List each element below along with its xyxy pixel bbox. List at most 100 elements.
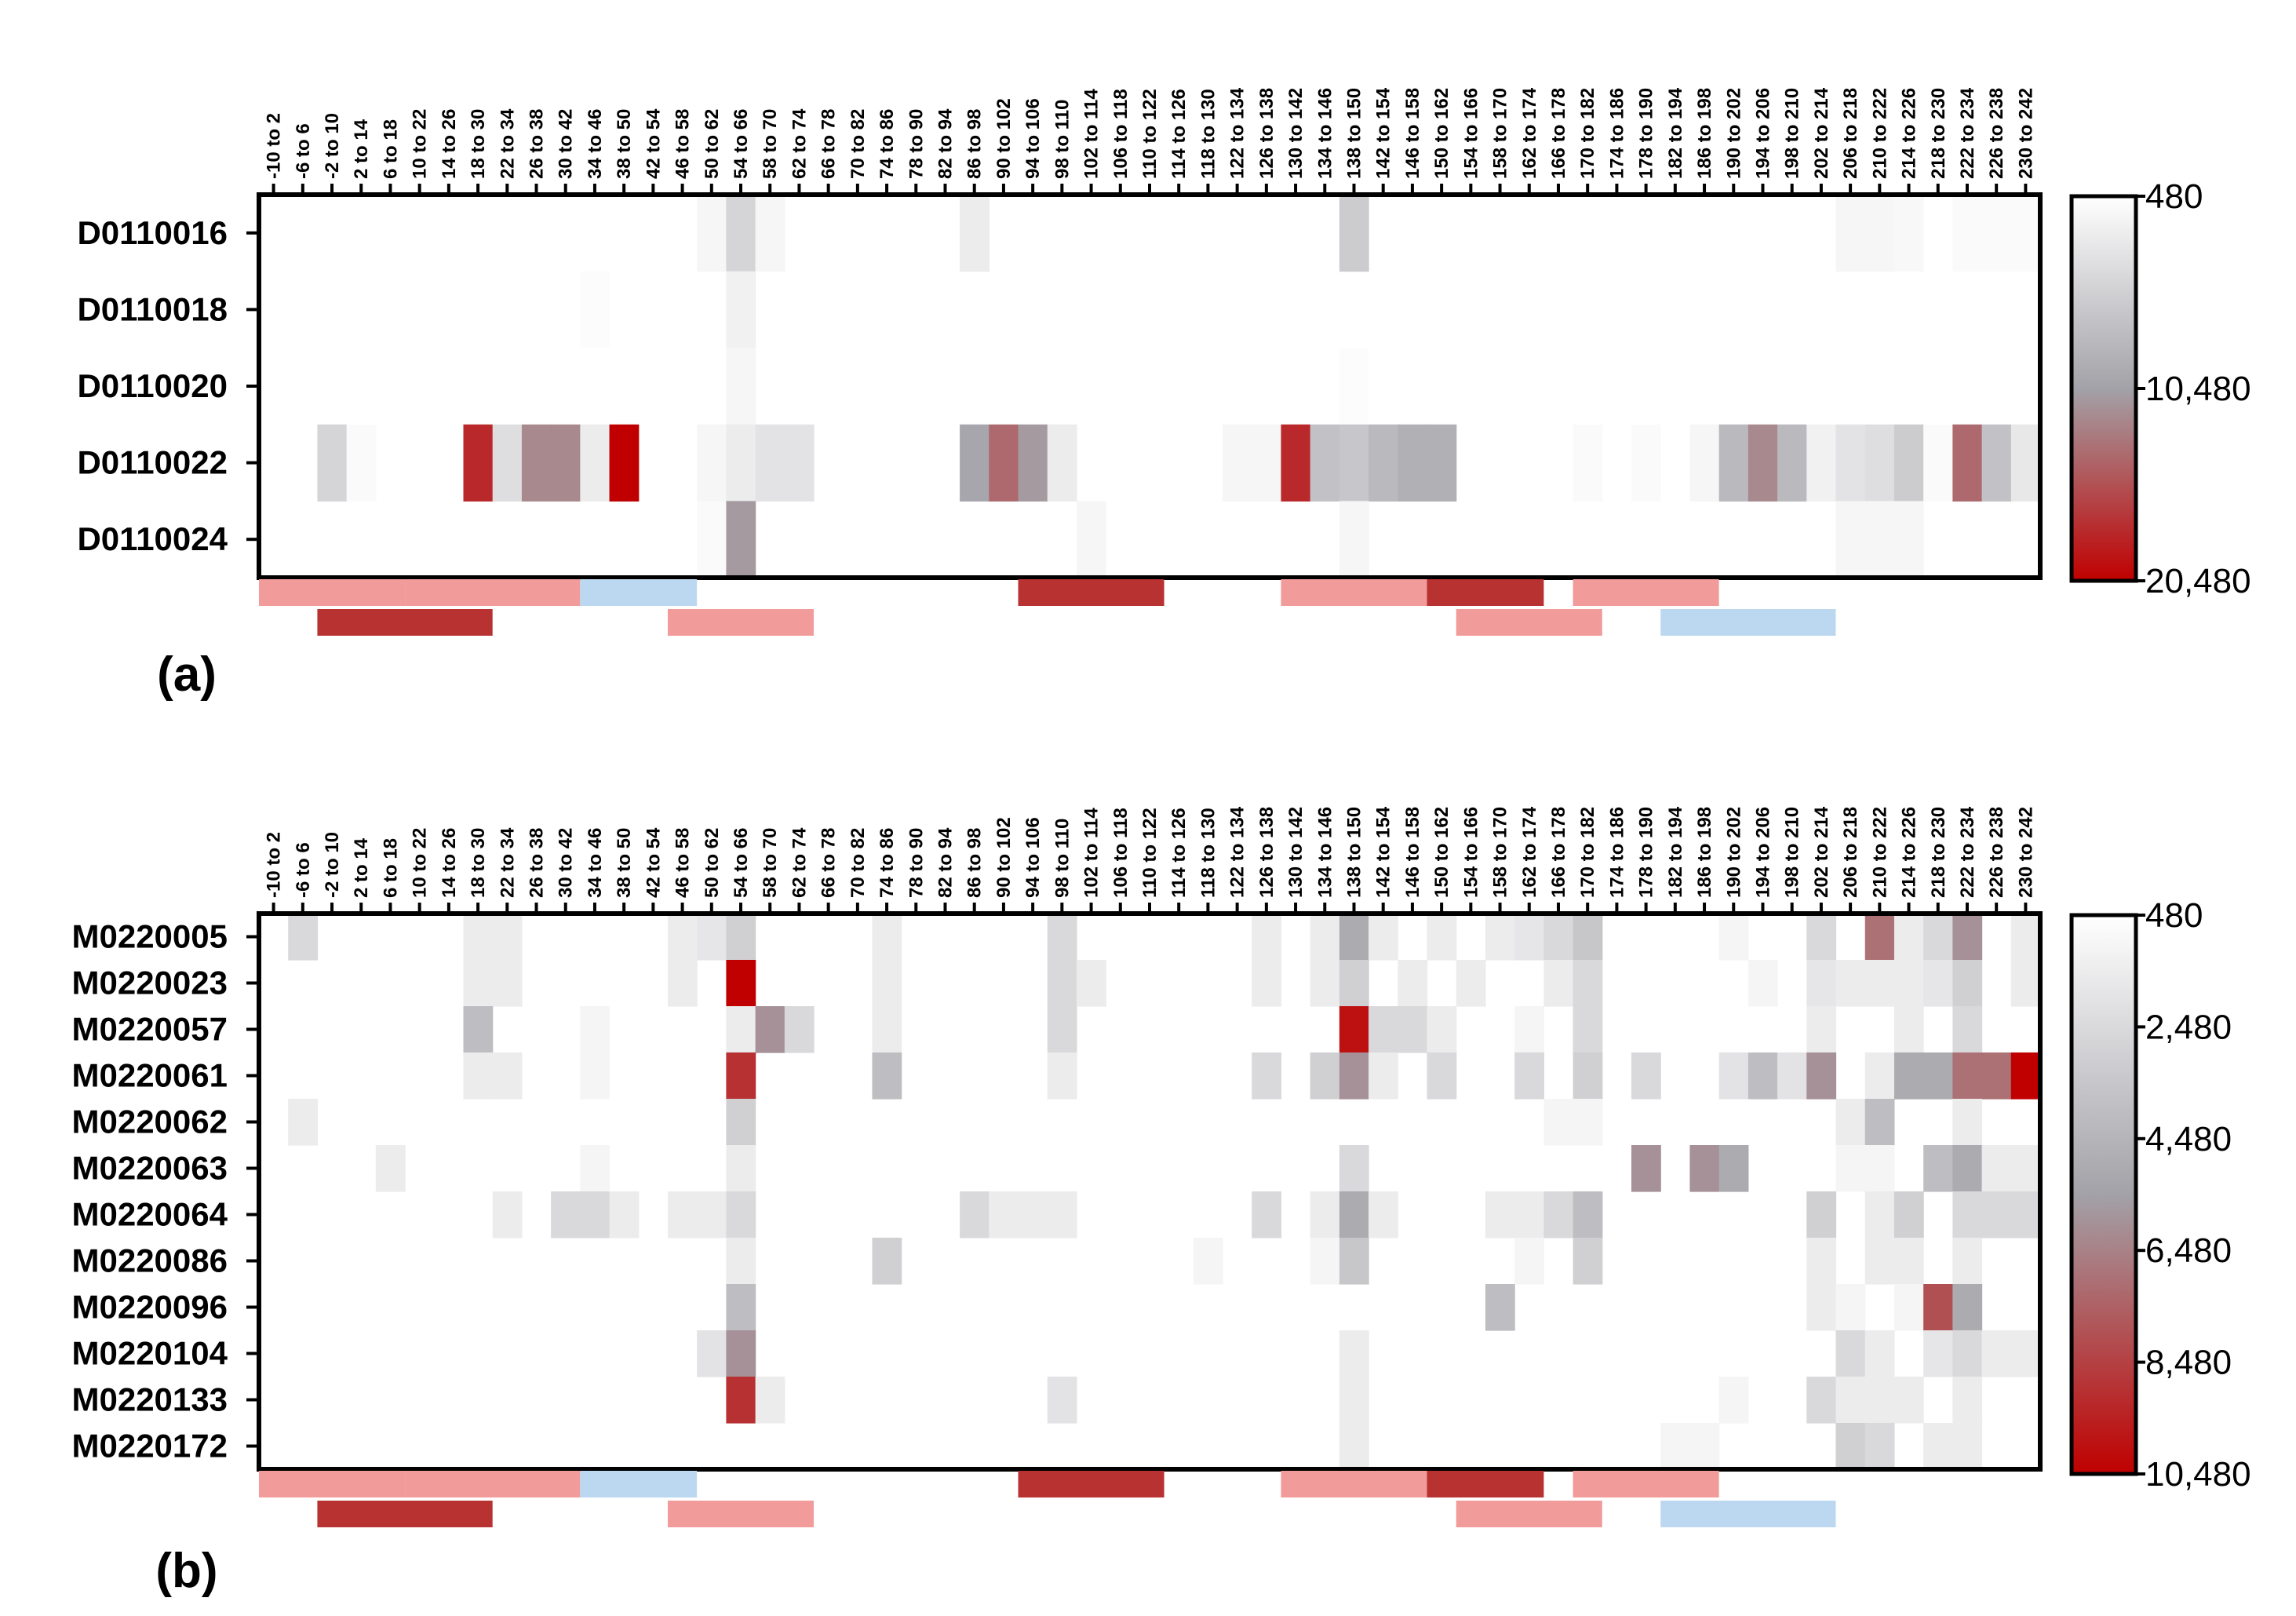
heatmap-cell: [726, 1238, 756, 1285]
heatmap-cell: [1339, 1377, 1369, 1424]
column-label: -6 to 6: [293, 123, 314, 179]
sequence-bar: [1018, 1471, 1164, 1497]
column-label: 110 to 122: [1139, 808, 1161, 898]
column-label: 166 to 178: [1548, 807, 1569, 898]
heatmap-cell: [1893, 1238, 1924, 1285]
heatmap-cell: [1339, 1006, 1369, 1053]
heatmap-cell: [726, 1052, 756, 1100]
column-label: 174 to 186: [1606, 88, 1627, 179]
column-label: 122 to 134: [1227, 87, 1248, 179]
heatmap-cell: [1310, 914, 1340, 961]
heatmap-cell: [1864, 1145, 1895, 1192]
heatmap-cell: [1689, 1423, 1720, 1470]
heatmap-cell: [1952, 1145, 1983, 1192]
column-label: 86 to 98: [964, 828, 986, 898]
heatmap-cell: [1952, 195, 1983, 272]
heatmap-cell: [1427, 914, 1457, 961]
heatmap-cell: [1631, 1052, 1661, 1100]
heatmap-cell: [1864, 1423, 1895, 1470]
column-label: 82 to 94: [935, 827, 957, 898]
column-label: -6 to 6: [293, 842, 314, 898]
heatmap-cell: [1806, 1284, 1837, 1331]
heatmap-cell: [1427, 1006, 1457, 1053]
sequence-bar: [1281, 1471, 1427, 1497]
heatmap-cell: [1047, 1191, 1077, 1238]
heatmap-cell: [1514, 1191, 1544, 1238]
heatmap-cell: [1923, 1145, 1953, 1192]
row-label: M0220064: [72, 1196, 228, 1233]
scale-tick-label: 20,480: [2145, 562, 2251, 600]
column-label: 6 to 18: [380, 838, 401, 898]
heatmap-cell: [1806, 1052, 1837, 1100]
scale-tick-label: 10,480: [2145, 1455, 2251, 1494]
heatmap-cell: [1893, 1052, 1924, 1100]
heatmap-cell: [1981, 1052, 2012, 1100]
column-label: 106 to 118: [1110, 89, 1132, 179]
heatmap-cell: [1047, 914, 1077, 961]
heatmap-cell: [1835, 1284, 1866, 1331]
heatmap-cell: [1864, 914, 1895, 961]
heatmap-cell: [1864, 1377, 1895, 1424]
column-label: 34 to 46: [585, 109, 606, 179]
heatmap-cell: [2010, 960, 2041, 1007]
heatmap-cell: [1952, 1423, 1983, 1470]
heatmap-cell: [1543, 960, 1574, 1007]
heatmap-cell: [1835, 1099, 1866, 1146]
column-label: 38 to 50: [614, 828, 635, 898]
heatmap-cell: [726, 501, 756, 578]
row-label: M0220005: [72, 918, 228, 955]
heatmap-cell: [1952, 1191, 1983, 1238]
column-label: 6 to 18: [380, 119, 401, 179]
column-label: 170 to 182: [1577, 88, 1598, 179]
column-label: 10 to 22: [410, 109, 431, 179]
column-label: 222 to 234: [1957, 87, 1978, 179]
column-label: 150 to 162: [1431, 807, 1452, 898]
column-label: 30 to 42: [556, 828, 577, 898]
heatmap-cell: [726, 195, 756, 272]
heatmap-cell: [1718, 914, 1749, 961]
heatmap-cell: [726, 1006, 756, 1053]
heatmap-cell: [1952, 1284, 1983, 1331]
heatmap-cell: [288, 914, 319, 961]
scale-tick-label: 6,480: [2145, 1231, 2232, 1270]
heatmap-cell: [755, 1377, 785, 1424]
heatmap-cell: [288, 1099, 319, 1146]
heatmap-cell: [580, 424, 610, 502]
heatmap-cell: [492, 424, 523, 502]
column-label: 218 to 230: [1928, 807, 1949, 898]
sequence-bar: [667, 1501, 815, 1527]
heatmap-cell: [1047, 1006, 1077, 1053]
sequence-bar: [1281, 579, 1427, 606]
sequence-bar: [1660, 609, 1836, 636]
column-label: 182 to 194: [1665, 87, 1686, 179]
heatmap-cell: [580, 1145, 610, 1192]
heatmap-cell: [872, 1052, 902, 1100]
column-label: 118 to 130: [1197, 808, 1219, 898]
column-label: 114 to 126: [1168, 808, 1190, 898]
heatmap-cell: [1631, 1145, 1661, 1192]
column-label: 142 to 154: [1373, 87, 1394, 179]
heatmap-cell: [1835, 1423, 1866, 1470]
heatmap-cell: [726, 1284, 756, 1331]
heatmap-cell: [1864, 424, 1895, 502]
heatmap-cell: [1076, 501, 1106, 578]
heatmap-cell: [1893, 1284, 1924, 1331]
column-label: 166 to 178: [1548, 88, 1569, 179]
heatmap-cell: [1076, 960, 1106, 1007]
row-label: M0220062: [72, 1103, 228, 1140]
heatmap-cell: [1718, 1052, 1749, 1100]
heatmap-cell: [1310, 1238, 1340, 1285]
heatmap-cell: [1893, 501, 1924, 578]
heatmap-cell: [1047, 1377, 1077, 1424]
column-label: 58 to 70: [760, 109, 781, 179]
column-label: 94 to 106: [1022, 817, 1044, 898]
column-label: 138 to 150: [1343, 807, 1365, 898]
column-label: 198 to 210: [1782, 807, 1803, 898]
column-label: 70 to 82: [847, 828, 869, 898]
heatmap-cell: [1835, 1145, 1866, 1192]
heatmap-cell: [1310, 1052, 1340, 1100]
column-label: 210 to 222: [1869, 807, 1890, 898]
column-label: 186 to 198: [1694, 88, 1715, 179]
row-label: M0220096: [72, 1289, 228, 1326]
sequence-bar: [667, 609, 815, 636]
